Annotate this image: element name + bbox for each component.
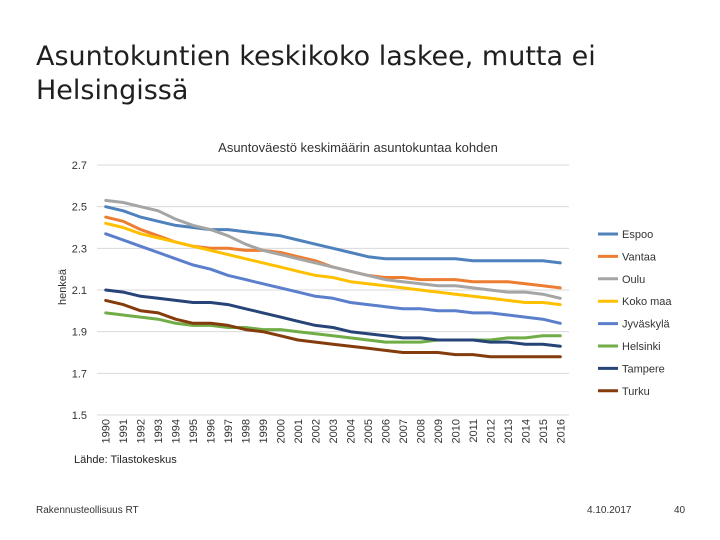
y-tick-label: 1.5 xyxy=(72,410,87,422)
y-tick-label: 2.1 xyxy=(72,285,87,297)
x-tick-label: 2002 xyxy=(311,419,323,443)
x-tick-label: 2006 xyxy=(380,419,392,443)
legend-label: Helsinki xyxy=(622,341,661,353)
legend-label: Espoo xyxy=(622,229,653,241)
series-line-koko-maa xyxy=(104,221,562,307)
x-tick-label: 2016 xyxy=(555,419,567,443)
x-tick-label: 1998 xyxy=(241,419,253,443)
y-tick-label: 2.5 xyxy=(72,202,87,214)
legend-label: Jyväskylä xyxy=(622,319,671,331)
x-tick-label: 2007 xyxy=(398,419,410,443)
y-tick-label: 1.9 xyxy=(72,327,87,339)
x-tick-label: 2009 xyxy=(433,419,445,443)
y-tick-label: 1.7 xyxy=(72,368,87,380)
x-tick-label: 2010 xyxy=(450,419,462,443)
x-tick-label: 2001 xyxy=(293,419,305,443)
footer-organization: Rakennusteollisuus RT xyxy=(36,505,139,516)
slide-title: Asuntokuntien keskikoko laskee, mutta ei… xyxy=(36,41,596,106)
y-tick-label: 2.7 xyxy=(72,160,87,172)
legend-label: Turku xyxy=(622,386,650,398)
x-tick-label: 2004 xyxy=(345,419,357,443)
x-axis-ticks: 1990 1991 1992 1993 1994 1995 1996 1997 1998 1999… xyxy=(101,419,568,443)
footer-date: 4.10.2017 xyxy=(587,505,632,516)
x-tick-label: 1990 xyxy=(101,419,113,443)
x-tick-label: 2000 xyxy=(276,419,288,443)
x-tick-label: 2011 xyxy=(468,419,480,443)
legend-label: Vantaa xyxy=(622,251,657,263)
y-axis-label: henkeä xyxy=(57,268,69,305)
x-tick-label: 2005 xyxy=(363,419,375,443)
x-tick-label: 1997 xyxy=(223,419,235,443)
x-tick-label: 2013 xyxy=(503,419,515,443)
x-tick-label: 2015 xyxy=(538,419,550,443)
series-line-jyv-skyl- xyxy=(104,232,562,325)
x-tick-label: 1991 xyxy=(118,419,130,443)
source-note: Lähde: Tilastokeskus xyxy=(74,454,177,466)
x-tick-label: 2012 xyxy=(485,419,497,443)
series-line-turku xyxy=(104,298,562,359)
legend-label: Oulu xyxy=(622,274,645,286)
x-tick-label: 2014 xyxy=(520,419,532,443)
page-number: 40 xyxy=(674,505,686,516)
x-tick-label: 1993 xyxy=(153,419,165,443)
series-lines xyxy=(104,198,562,359)
legend-label: Koko maa xyxy=(622,296,672,308)
x-tick-label: 1995 xyxy=(188,419,200,443)
x-tick-label: 1994 xyxy=(171,419,183,443)
x-tick-label: 1992 xyxy=(136,419,148,443)
series-line-oulu xyxy=(104,198,562,300)
gridlines xyxy=(97,164,569,416)
series-line-espoo xyxy=(104,205,562,265)
y-axis-ticks: 1.5 1.7 1.9 2.1 2.3 2.5 2.7 xyxy=(72,160,87,422)
legend: Espoo Vantaa Oulu Koko maa Jyväskylä Helsinki… xyxy=(598,229,672,398)
series-line-tampere xyxy=(104,288,562,348)
x-tick-label: 2008 xyxy=(415,419,427,443)
x-tick-label: 1996 xyxy=(206,419,218,443)
x-tick-label: 2003 xyxy=(328,419,340,443)
legend-label: Tampere xyxy=(622,363,665,375)
chart-title: Asuntoväestö keskimäärin asuntokuntaa ko… xyxy=(218,140,498,155)
x-tick-label: 1999 xyxy=(258,419,270,443)
y-tick-label: 2.3 xyxy=(72,243,87,255)
